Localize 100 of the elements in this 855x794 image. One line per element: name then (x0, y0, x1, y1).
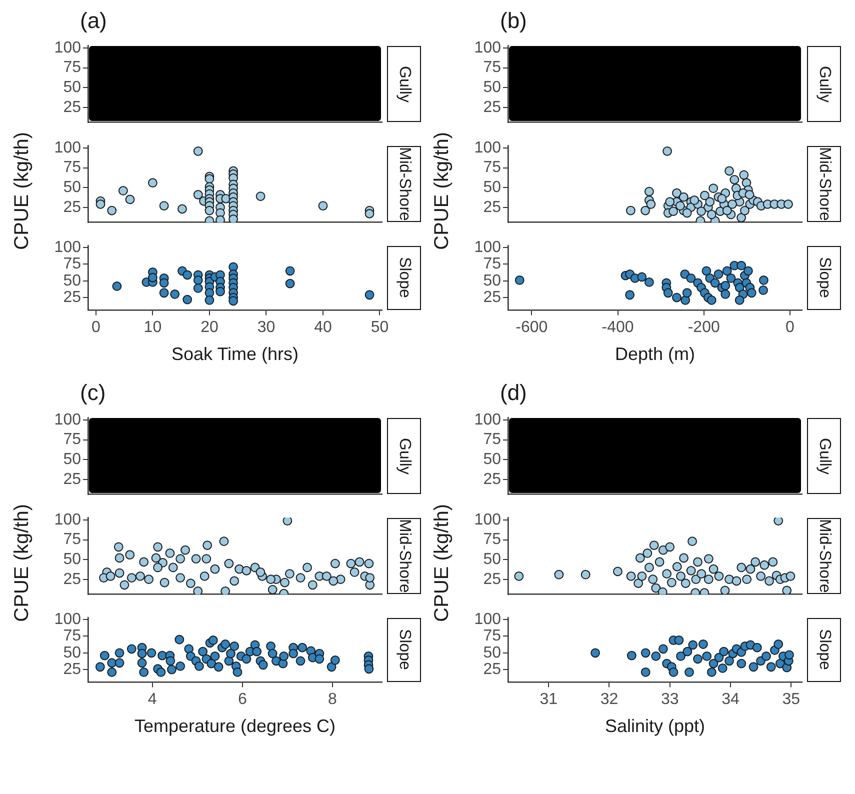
y-tick-label: 100 (474, 511, 502, 528)
point (106, 571, 116, 581)
y-tick-label: 100 (474, 611, 502, 628)
point (700, 190, 710, 200)
text: Gully (815, 438, 833, 474)
point (710, 278, 720, 288)
point (717, 194, 727, 204)
chart-title: (a) (79, 8, 108, 34)
y-tick-label: 75 (63, 256, 82, 273)
point (682, 288, 692, 298)
point (125, 550, 135, 560)
text: Slope (395, 257, 413, 298)
point (730, 174, 740, 184)
point (640, 668, 650, 677)
point (736, 562, 746, 572)
y-tick-label: 25 (63, 570, 82, 588)
point (706, 296, 716, 305)
point (266, 574, 276, 584)
point (204, 174, 214, 184)
point (662, 569, 672, 579)
point (202, 540, 212, 550)
point (308, 580, 318, 590)
point (688, 536, 697, 546)
point (590, 648, 600, 658)
y-tick-label: 25 (483, 98, 502, 116)
point (705, 197, 715, 207)
y-tick-label: 100 (474, 239, 502, 256)
point (580, 570, 590, 580)
point (224, 558, 234, 568)
y-tick-label: 25 (483, 570, 502, 588)
point (318, 201, 328, 210)
x-tick-label: -600 (516, 319, 548, 336)
point (176, 554, 185, 564)
point (136, 571, 145, 581)
x-tick-label: 50 (370, 319, 389, 336)
point (784, 650, 794, 660)
point (651, 652, 661, 661)
y-tick-label: 100 (474, 139, 502, 156)
y-tick-label: 25 (63, 660, 82, 678)
x-tick-label: -200 (688, 319, 720, 336)
point (679, 553, 688, 563)
point (764, 576, 774, 586)
point (746, 288, 756, 298)
y-tick-label: 25 (63, 198, 82, 216)
x-tick-label: 10 (144, 319, 162, 336)
y-axis-title: CPUE (kg/th) (430, 504, 454, 622)
point (322, 571, 332, 581)
point (186, 578, 196, 588)
point (242, 566, 252, 576)
point (365, 573, 375, 582)
point (180, 545, 190, 555)
y-tick-label: 50 (63, 450, 82, 468)
point (285, 569, 294, 579)
point (706, 668, 716, 677)
point (151, 553, 161, 563)
y-tick-label: 75 (483, 628, 502, 645)
text: Slope (395, 629, 413, 670)
y-axis-title: CPUE (kg/th) (430, 132, 454, 250)
point (153, 562, 162, 572)
point (752, 642, 762, 652)
point (702, 652, 712, 661)
point (762, 652, 771, 661)
point (704, 554, 714, 564)
point (720, 586, 730, 594)
y-tick-label: 75 (483, 531, 502, 548)
x-tick-label: 30 (257, 319, 276, 336)
point (720, 280, 730, 290)
point (739, 170, 749, 180)
y-tick-label: 25 (63, 288, 82, 306)
point (758, 286, 768, 295)
y-tick-label: 75 (483, 256, 502, 273)
point (748, 662, 758, 672)
point (714, 652, 724, 662)
y-tick-label: 25 (483, 288, 502, 306)
x-tick-label: 4 (148, 691, 157, 708)
point (693, 654, 702, 664)
point (193, 146, 203, 156)
point (193, 276, 203, 285)
point (219, 536, 229, 546)
point (742, 574, 752, 584)
point (285, 266, 295, 276)
point (626, 206, 636, 216)
point (159, 201, 169, 210)
point (722, 206, 732, 216)
y-tick-label: 25 (63, 470, 82, 488)
point (698, 640, 708, 649)
y-tick-label: 100 (474, 39, 502, 56)
point (160, 578, 170, 588)
point (658, 644, 668, 654)
point (686, 566, 696, 576)
y-tick-label: 100 (54, 239, 82, 256)
point (640, 648, 650, 658)
point (678, 192, 688, 202)
point (634, 578, 644, 588)
x-tick-label: 31 (540, 691, 558, 708)
point (774, 518, 784, 526)
point (676, 571, 686, 581)
point (96, 199, 106, 209)
point (165, 548, 175, 558)
point (726, 274, 736, 283)
